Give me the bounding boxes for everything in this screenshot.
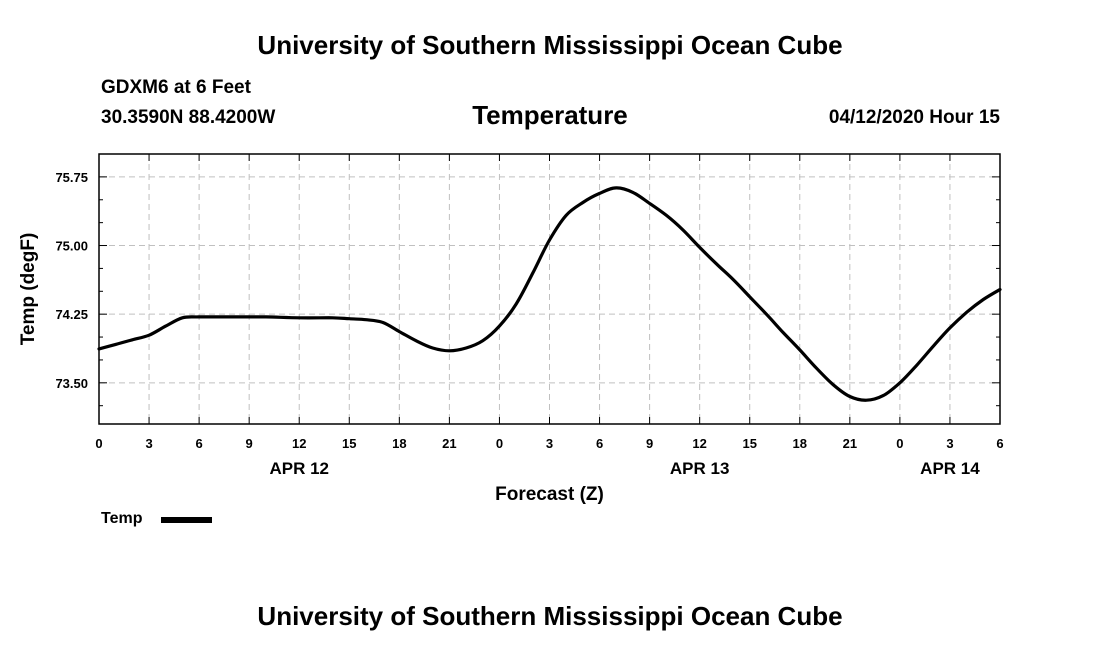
x-tick-label: 15: [742, 436, 756, 451]
variable-title: Temperature: [472, 100, 628, 130]
coordinates-label: 30.3590N 88.4200W: [101, 107, 276, 128]
x-tick-label: 21: [843, 436, 857, 451]
x-tick-label: 6: [195, 436, 202, 451]
footer-title: University of Southern Mississippi Ocean…: [257, 601, 843, 631]
y-axis-title: Temp (degF): [18, 233, 39, 346]
y-tick-label: 75.75: [55, 170, 88, 185]
x-tick-label: 0: [496, 436, 503, 451]
x-date-label: APR 13: [670, 459, 730, 478]
x-tick-label: 6: [596, 436, 603, 451]
y-tick-label: 73.50: [55, 376, 88, 391]
x-axis-title: Forecast (Z): [495, 484, 604, 505]
x-tick-label: 18: [793, 436, 807, 451]
x-tick-label: 15: [342, 436, 356, 451]
x-tick-label: 9: [246, 436, 253, 451]
x-tick-label: 12: [292, 436, 306, 451]
x-date-label: APR 14: [920, 459, 980, 478]
x-tick-label: 0: [896, 436, 903, 451]
header-title: University of Southern Mississippi Ocean…: [257, 30, 843, 60]
x-tick-label: 9: [646, 436, 653, 451]
x-tick-label: 12: [692, 436, 706, 451]
x-tick-label: 3: [546, 436, 553, 451]
x-date-label: APR 12: [269, 459, 329, 478]
datetime-label: 04/12/2020 Hour 15: [828, 107, 1000, 128]
legend-label: Temp: [101, 510, 143, 527]
station-label: GDXM6 at 6 Feet: [101, 77, 251, 98]
x-tick-label: 18: [392, 436, 406, 451]
y-tick-label: 75.00: [55, 239, 88, 254]
series-line-temp: [97, 186, 1002, 402]
x-tick-label: 6: [996, 436, 1003, 451]
x-tick-label: 3: [946, 436, 953, 451]
x-tick-label: 21: [442, 436, 456, 451]
x-tick-label: 0: [95, 436, 102, 451]
x-tick-label: 3: [145, 436, 152, 451]
legend-swatch: [161, 517, 212, 523]
y-tick-label: 74.25: [55, 307, 88, 322]
